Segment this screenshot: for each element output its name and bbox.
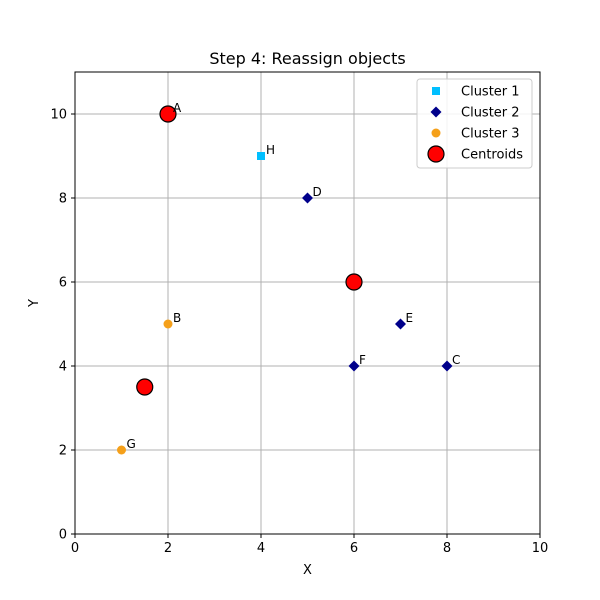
point-label: A [173,101,182,115]
x-tick-label: 6 [350,541,358,556]
legend-label: Cluster 2 [461,106,520,121]
cluster-3-point [163,319,173,329]
x-tick-label: 4 [257,541,265,556]
centroid-point [345,273,363,291]
point-label: G [127,437,136,451]
legend-label: Centroids [461,148,523,163]
y-axis-label: Y [27,299,42,308]
point-label: B [173,311,181,325]
legend-marker [432,87,440,95]
point-label: C [452,353,460,367]
plot-area [74,71,541,535]
axis-ticks: 0 2 4 6 8 10 0 2 4 6 8 10 [50,108,548,557]
cluster-1-point [257,152,265,160]
x-tick-label: 8 [443,541,451,556]
centroid-point [136,378,154,396]
x-axis-label: X [303,563,312,578]
point-label: D [313,185,322,199]
cluster-2-point [348,360,360,372]
cluster-2-point [441,360,453,372]
point-label: H [266,143,275,157]
centroid-point [159,105,177,123]
x-tick-label: 0 [71,541,79,556]
y-tick-label: 4 [59,360,67,375]
chart-title: Step 4: Reassign objects [209,49,405,68]
y-tick-label: 2 [59,444,67,459]
data-points [117,105,453,455]
cluster-2-point [302,192,313,204]
legend-label: Cluster 3 [461,127,520,142]
point-label: F [359,353,366,367]
legend-marker [430,106,442,118]
cluster-2-point [395,318,406,330]
y-tick-label: 8 [59,192,67,207]
point-label: E [406,311,414,325]
y-tick-label: 10 [50,108,67,123]
y-tick-label: 0 [59,528,67,543]
legend-label: Cluster 1 [461,85,520,100]
x-tick-label: 10 [532,541,549,556]
legend: Cluster 1 Cluster 2 Cluster 3 Centroids [416,78,533,169]
legend-marker [431,128,441,138]
y-tick-label: 6 [59,276,67,291]
legend-marker [427,145,445,163]
legend-frame [416,78,533,169]
x-tick-label: 2 [164,541,172,556]
point-labels: H D E F C B G A [127,101,461,451]
cluster-3-point [117,445,126,455]
